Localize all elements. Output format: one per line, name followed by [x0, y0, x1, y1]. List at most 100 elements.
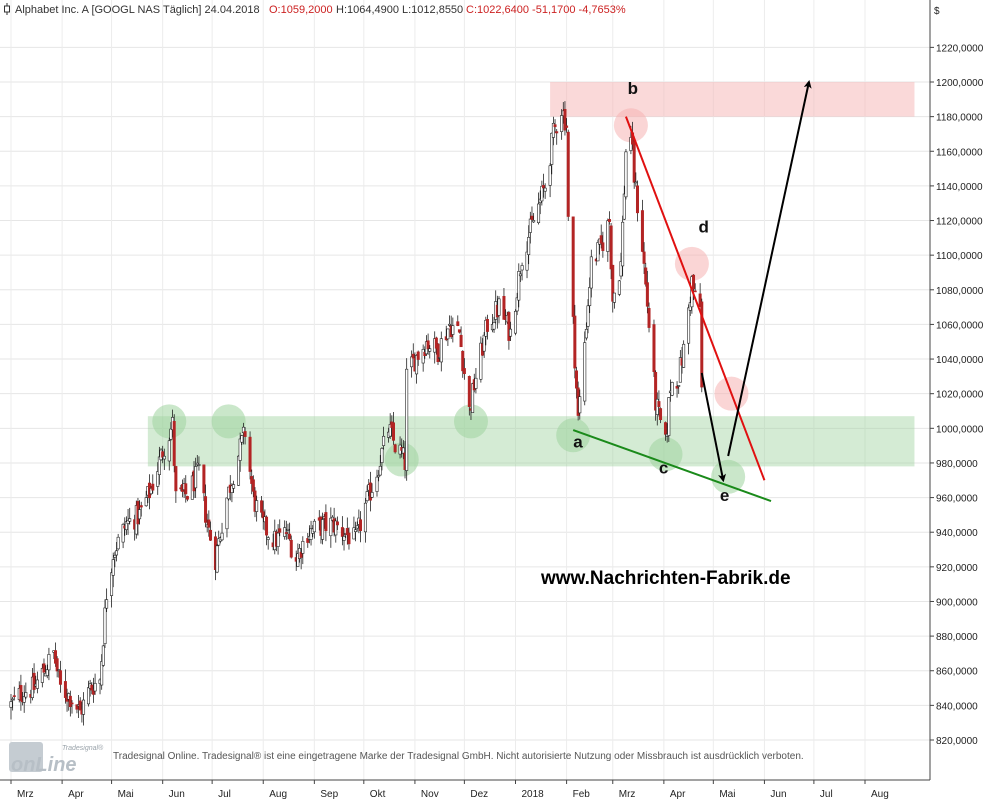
candle-body-down	[611, 264, 615, 302]
y-tick-label: 1020,0000	[936, 390, 984, 401]
candle	[588, 277, 592, 314]
candle	[448, 315, 452, 328]
candle	[299, 548, 303, 570]
candle-body-up	[482, 334, 486, 352]
candle-body-down	[261, 511, 265, 519]
resistance-zone	[550, 82, 915, 117]
resistance-pivot-circle	[613, 108, 648, 143]
candle	[365, 485, 369, 503]
candle-body-up	[540, 185, 544, 202]
candle-body-down	[436, 343, 440, 362]
y-tick-label: 1160,0000	[936, 147, 983, 158]
candle-body-down	[502, 295, 506, 320]
y-axis-ticks: 820,0000 840,0000 860,0000 880,0000 900,0000…	[930, 43, 984, 747]
candle-body-up	[527, 236, 531, 255]
candle-body-up	[619, 261, 623, 277]
candle	[530, 206, 534, 221]
candle	[116, 533, 120, 551]
candle	[126, 508, 130, 535]
candle	[624, 149, 628, 200]
candle	[619, 252, 623, 280]
candle-body-up	[378, 465, 382, 476]
candle-body-down	[642, 251, 646, 264]
support-pivot-circle	[152, 404, 187, 439]
y-tick-label: 1080,0000	[936, 286, 984, 297]
upper-trendline	[625, 116, 766, 481]
candle	[227, 486, 231, 501]
candle	[377, 470, 381, 482]
candle	[451, 317, 455, 343]
candle-body-up	[515, 297, 519, 312]
candle	[393, 443, 397, 454]
candle-body-up	[634, 181, 638, 184]
chart-header: Alphabet Inc. A [GOOGL NAS Täglich] 24.0…	[4, 3, 626, 16]
candle	[612, 292, 616, 309]
x-tick-label: Mrz	[619, 789, 636, 800]
candle-body-down	[347, 532, 351, 545]
candle	[312, 519, 316, 539]
candle	[678, 350, 682, 383]
projection-arrow	[700, 372, 726, 483]
candle-body-down	[54, 650, 58, 664]
candle-body-down	[299, 551, 303, 558]
candle	[90, 682, 94, 695]
candle-body-up	[197, 464, 201, 466]
y-tick-label: 880,0000	[936, 632, 978, 643]
candle	[306, 532, 310, 548]
candle-body-down	[70, 702, 74, 705]
candle	[266, 535, 270, 550]
candle	[335, 516, 339, 530]
x-tick-label: Mai	[118, 789, 134, 800]
x-tick-label: Mai	[719, 789, 735, 800]
candle-body-up	[24, 692, 28, 698]
candle-body-down	[139, 505, 143, 508]
candle	[286, 523, 290, 540]
candle	[251, 475, 255, 498]
candle	[278, 519, 282, 537]
candle	[578, 389, 582, 420]
candle	[586, 299, 590, 334]
candle-body-up	[355, 525, 359, 529]
candle-body-down	[609, 225, 613, 270]
candle-body-up	[342, 536, 346, 541]
candle	[532, 213, 536, 223]
candle-body-up	[474, 377, 478, 389]
candle	[566, 129, 570, 221]
candle	[261, 500, 265, 530]
candle-body-down	[693, 290, 697, 293]
candle-body-up	[682, 343, 686, 368]
candle	[296, 543, 300, 567]
candle-body-up	[578, 396, 582, 414]
candle-body-up	[624, 151, 628, 198]
candle	[9, 693, 13, 720]
x-tick-label: Aug	[269, 789, 287, 800]
candle-body-up	[157, 456, 161, 475]
candle-body-up	[9, 701, 13, 708]
candle-body-up	[584, 329, 588, 339]
candle	[550, 132, 554, 175]
candle	[642, 242, 646, 275]
candle	[82, 692, 86, 726]
candle-body-down	[91, 689, 95, 695]
candle-body-up	[401, 447, 405, 454]
candle	[149, 485, 153, 496]
candle-body-up	[227, 486, 231, 500]
tradesignal-logo: Tradesignal® onLine	[9, 742, 104, 776]
candle-body-up	[509, 328, 513, 337]
candle-body-up	[240, 435, 244, 443]
candle-body-down	[485, 319, 489, 332]
candle	[537, 192, 541, 225]
candle	[139, 501, 143, 517]
candle-body-down	[306, 538, 310, 543]
candle	[354, 521, 358, 542]
candle	[421, 344, 425, 372]
candle-body-down	[462, 368, 466, 375]
candle-body-up	[687, 307, 691, 344]
candle	[289, 535, 293, 559]
candle	[24, 682, 28, 700]
candle	[162, 448, 166, 471]
candle	[563, 101, 567, 136]
candle-body-down	[243, 431, 247, 437]
support-pivot-circle	[453, 404, 488, 439]
candle-body-up	[283, 527, 287, 537]
